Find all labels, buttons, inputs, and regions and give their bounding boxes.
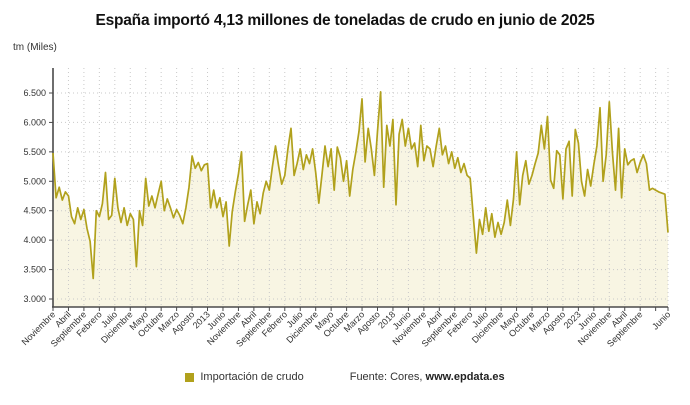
y-axis-unit-label: tm (Miles) <box>13 42 57 53</box>
y-tick-label: 3.000 <box>23 294 46 304</box>
y-tick-label: 6.500 <box>23 88 46 98</box>
y-tick-label: 5.000 <box>23 176 46 186</box>
y-tick-label: 3.500 <box>23 265 46 275</box>
source-prefix: Fuente: Cores, <box>349 371 426 383</box>
series-area-fill <box>53 91 668 307</box>
legend-swatch <box>185 372 195 382</box>
series-line-importacion-de-crudo <box>52 90 669 280</box>
x-tick-label: Junio <box>650 309 672 331</box>
source-text: Fuente: Cores, www.epdata.es <box>350 371 505 383</box>
chart-footer: Importación de crudo Fuente: Cores, www.… <box>0 371 690 383</box>
y-tick-label: 5.500 <box>23 147 46 157</box>
axes <box>49 68 669 311</box>
legend-label: Importación de crudo <box>200 371 304 383</box>
legend-item-crude-imports[interactable]: Importación de crudo <box>185 371 304 383</box>
page-title: España importó 4,13 millones de tonelada… <box>95 12 595 29</box>
epdata-link[interactable]: www.epdata.es <box>425 371 505 383</box>
y-tick-label: 4.500 <box>23 206 46 216</box>
y-tick-label: 6.000 <box>23 117 46 127</box>
y-tick-label: 4.000 <box>23 235 46 245</box>
